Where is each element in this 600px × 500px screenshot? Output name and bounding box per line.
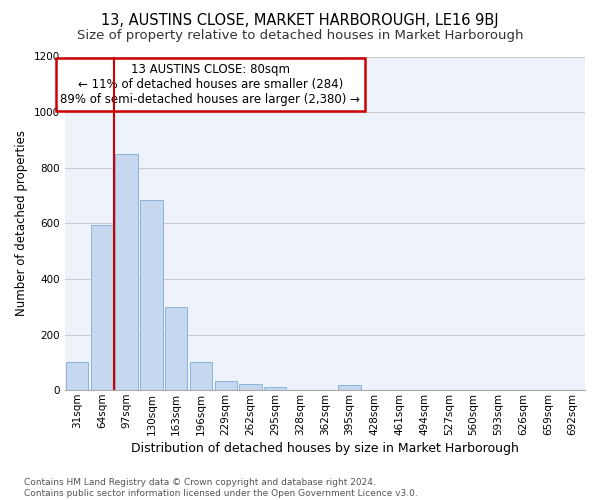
- Text: 13, AUSTINS CLOSE, MARKET HARBOROUGH, LE16 9BJ: 13, AUSTINS CLOSE, MARKET HARBOROUGH, LE…: [101, 12, 499, 28]
- Bar: [91, 224, 113, 390]
- Bar: [165, 306, 187, 390]
- Text: 13 AUSTINS CLOSE: 80sqm
← 11% of detached houses are smaller (284)
89% of semi-d: 13 AUSTINS CLOSE: 80sqm ← 11% of detache…: [61, 63, 361, 106]
- Text: Contains HM Land Registry data © Crown copyright and database right 2024.
Contai: Contains HM Land Registry data © Crown c…: [24, 478, 418, 498]
- Text: Size of property relative to detached houses in Market Harborough: Size of property relative to detached ho…: [77, 29, 523, 42]
- Bar: [239, 384, 262, 390]
- X-axis label: Distribution of detached houses by size in Market Harborough: Distribution of detached houses by size …: [131, 442, 519, 455]
- Bar: [338, 385, 361, 390]
- Y-axis label: Number of detached properties: Number of detached properties: [15, 130, 28, 316]
- Bar: [190, 362, 212, 390]
- Bar: [215, 381, 237, 390]
- Bar: [66, 362, 88, 390]
- Bar: [115, 154, 138, 390]
- Bar: [140, 200, 163, 390]
- Bar: [264, 388, 286, 390]
